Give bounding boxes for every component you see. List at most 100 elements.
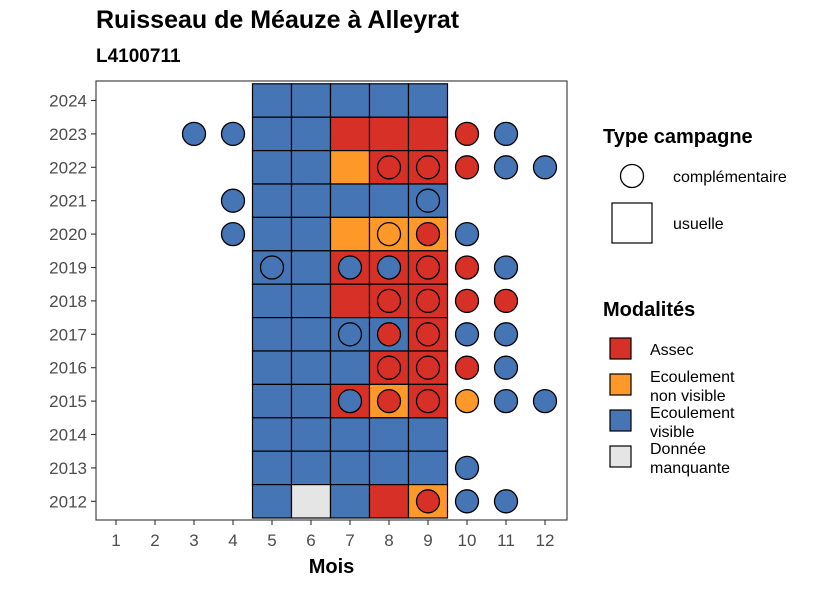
usuelle-tile <box>368 484 410 519</box>
complementaire-point <box>493 388 519 414</box>
complementaire-point <box>376 322 402 347</box>
usuelle-tile <box>407 116 449 152</box>
y-tick-label: 2023 <box>49 125 87 144</box>
complementaire-point <box>454 221 480 247</box>
complementaire-point <box>493 288 519 314</box>
complementaire-point <box>181 121 207 147</box>
legend-type-complementaire: complémentaire <box>673 169 787 186</box>
y-tick-label: 2015 <box>49 392 87 411</box>
complementaire-point <box>493 155 519 180</box>
usuelle-tile <box>251 116 293 152</box>
usuelle-tile <box>290 116 332 152</box>
y-tick-label: 2020 <box>49 225 87 244</box>
x-tick-label: 7 <box>345 531 354 550</box>
usuelle-tile <box>251 383 293 419</box>
usuelle-tile <box>329 484 371 519</box>
complementaire-point <box>415 288 441 314</box>
usuelle-tile <box>251 350 293 386</box>
x-tick-label: 3 <box>189 531 198 550</box>
usuelle-tile <box>329 450 371 486</box>
legend-modalite-key <box>609 445 632 468</box>
usuelle-tile <box>368 83 410 118</box>
x-tick-label: 2 <box>150 531 159 550</box>
y-tick-label: 2024 <box>49 92 87 111</box>
usuelle-tile <box>251 484 293 519</box>
usuelle-tile <box>329 116 371 152</box>
legend-modalite-label: Donnée <box>650 441 706 458</box>
x-tick-label: 8 <box>384 531 393 550</box>
usuelle-tile <box>329 150 371 185</box>
complementaire-point <box>376 355 402 380</box>
complementaire-point <box>415 355 441 380</box>
x-tick-label: 5 <box>267 531 276 550</box>
usuelle-tile <box>329 183 371 219</box>
complementaire-point <box>376 255 402 280</box>
complementaire-point <box>376 388 402 414</box>
complementaire-point <box>415 221 441 247</box>
y-tick-label: 2017 <box>49 325 87 344</box>
legend-modalite-key <box>609 373 632 396</box>
x-tick-label: 1 <box>111 531 120 550</box>
complementaire-point <box>454 388 480 414</box>
usuelle-tile <box>251 216 293 252</box>
complementaire-point <box>454 455 480 481</box>
x-tick-label: 10 <box>458 531 477 550</box>
y-tick-label: 2016 <box>49 359 87 378</box>
complementaire-point <box>220 221 246 247</box>
usuelle-tile <box>251 283 293 319</box>
legend-type-title: Type campagne <box>603 126 753 148</box>
complementaire-point <box>454 355 480 380</box>
complementaire-point <box>415 322 441 347</box>
complementaire-point <box>415 388 441 414</box>
complementaire-point <box>454 489 480 514</box>
complementaire-point <box>415 255 441 280</box>
x-axis-title: Mois <box>309 556 355 578</box>
usuelle-tile <box>290 417 332 452</box>
usuelle-tile <box>329 350 371 386</box>
y-tick-label: 2022 <box>49 158 87 177</box>
complementaire-point <box>493 255 519 280</box>
x-tick-label: 12 <box>536 531 555 550</box>
complementaire-point <box>454 155 480 180</box>
usuelle-tile <box>368 183 410 219</box>
complementaire-point <box>493 355 519 380</box>
legend-modalite-label: manquante <box>650 460 730 477</box>
legend-type-usuelle: usuelle <box>673 216 724 233</box>
complementaire-point <box>337 255 363 280</box>
complementaire-point <box>493 121 519 147</box>
usuelle-tile <box>251 83 293 118</box>
y-tick-label: 2021 <box>49 192 87 211</box>
usuelle-tile <box>290 317 332 352</box>
usuelle-tile <box>290 83 332 118</box>
complementaire-point <box>376 155 402 180</box>
legend-modalite-label: Ecoulement <box>650 405 735 422</box>
usuelle-tile <box>290 216 332 252</box>
usuelle-tile <box>290 183 332 219</box>
complementaire-point <box>337 388 363 414</box>
legend-modalite-key <box>609 337 632 360</box>
usuelle-tile <box>290 450 332 486</box>
legend-modalites-title: Modalités <box>603 299 695 321</box>
usuelle-tile <box>329 283 371 319</box>
legend-square-key <box>611 202 653 244</box>
y-tick-label: 2012 <box>49 492 87 511</box>
complementaire-point <box>532 155 558 180</box>
complementaire-point <box>454 255 480 280</box>
complementaire-point <box>454 121 480 147</box>
usuelle-tile <box>290 350 332 386</box>
usuelle-tile <box>368 450 410 486</box>
x-tick-label: 6 <box>306 531 315 550</box>
complementaire-point <box>376 221 402 247</box>
legend-modalite-label: non visible <box>650 388 726 405</box>
complementaire-point <box>220 188 246 213</box>
usuelle-tile <box>329 216 371 252</box>
complementaire-point <box>493 322 519 347</box>
complementaire-point <box>220 121 246 147</box>
usuelle-tile <box>368 417 410 452</box>
y-tick-label: 2013 <box>49 459 87 478</box>
complementaire-point <box>415 489 441 514</box>
x-tick-label: 11 <box>497 531 515 550</box>
legend-modalite-key <box>609 409 632 432</box>
y-tick-label: 2014 <box>49 426 87 445</box>
